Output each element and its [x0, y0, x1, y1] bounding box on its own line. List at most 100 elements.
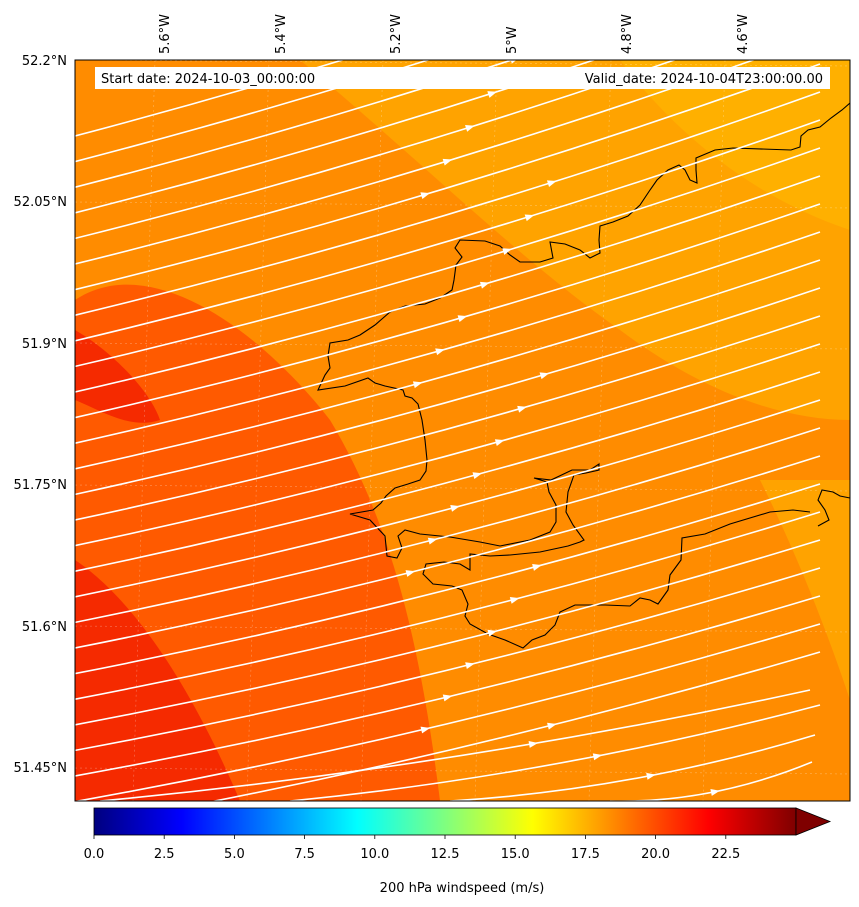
- coastline: [317, 102, 850, 649]
- longitude-labels: 5.6°W 5.4°W 5.2°W 5°W 4.8°W 4.6°W: [158, 14, 751, 54]
- lon-label: 5°W: [505, 26, 520, 54]
- streamline-arrow: [502, 248, 512, 255]
- streamline-arrow: [420, 726, 431, 734]
- latitude-labels: 52.2°N 52.05°N 51.9°N 51.75°N 51.6°N 51.…: [14, 54, 67, 776]
- streamline-arrow: [427, 537, 438, 545]
- streamline: [75, 399, 821, 598]
- streamline-arrow: [479, 281, 490, 289]
- map-frame: [74, 59, 851, 802]
- streamline-arrow: [528, 741, 539, 748]
- streamline-arrow: [710, 789, 720, 796]
- streamline: [75, 371, 821, 572]
- streamline-arrow: [532, 564, 542, 571]
- streamline-arrow: [435, 348, 445, 356]
- streamline: [75, 567, 821, 752]
- streamline: [75, 203, 821, 419]
- meridian-line: [360, 60, 384, 801]
- parallel-line: [75, 625, 850, 633]
- streamline-arrow: [517, 405, 527, 413]
- lat-label: 51.6°N: [22, 620, 67, 635]
- streamline-arrow: [487, 629, 498, 637]
- streamline: [75, 511, 821, 700]
- streamline-arrow: [487, 91, 497, 98]
- streamline: [75, 287, 821, 496]
- streamline: [99, 689, 811, 801]
- colorbar-tick-label: 22.5: [711, 847, 740, 862]
- lat-label: 52.2°N: [22, 54, 67, 69]
- lat-label: 52.05°N: [14, 195, 67, 210]
- coastline-path: [317, 102, 850, 649]
- lat-label: 51.9°N: [22, 337, 67, 352]
- parallel-line: [75, 767, 850, 775]
- colorbar-tick-label: 20.0: [641, 847, 670, 862]
- streamline-arrow: [450, 505, 460, 512]
- streamline-arrow: [539, 372, 550, 380]
- colorbar-tick-label: 10.0: [360, 847, 389, 862]
- strongest-region: [75, 330, 160, 423]
- lat-label: 51.45°N: [14, 761, 67, 776]
- meridian-line: [132, 60, 156, 801]
- parallel-line: [75, 60, 850, 67]
- streamline: [75, 60, 677, 240]
- windspeed-contours: [75, 60, 850, 801]
- streamline: [75, 60, 346, 137]
- coastline-path: [817, 489, 850, 527]
- streamline: [75, 623, 821, 801]
- streamline: [210, 651, 821, 801]
- streamline-arrow: [592, 753, 603, 761]
- colorbar-tick-label: 2.5: [154, 847, 175, 862]
- parallel-line: [75, 201, 850, 209]
- lon-label: 5.2°W: [389, 14, 404, 54]
- meridian-line: [246, 60, 270, 801]
- colorbar-tick-label: 0.0: [84, 847, 105, 862]
- streamline-arrow: [509, 597, 520, 604]
- streamline: [75, 231, 821, 444]
- streamline-arrow: [405, 34, 416, 43]
- streamline-arrow: [420, 192, 430, 200]
- streamline-arrow: [646, 772, 656, 780]
- colorbar-tick-label: 15.0: [501, 847, 530, 862]
- streamline: [75, 483, 821, 675]
- colorbar-extend-arrow: [795, 807, 832, 836]
- streamline-arrow: [405, 570, 416, 577]
- map-panel[interactable]: [75, 0, 850, 827]
- parallel-line: [75, 484, 850, 492]
- streamline: [75, 60, 431, 163]
- streamline-arrow: [494, 439, 505, 446]
- colorbar-body: [93, 807, 797, 836]
- strongest-region: [75, 560, 240, 801]
- streamline: [449, 734, 816, 801]
- streamline: [75, 539, 821, 726]
- streamline-arrow: [546, 180, 557, 188]
- streamline: [75, 455, 821, 649]
- streamline-arrow: [457, 315, 468, 322]
- streamline-arrow: [442, 158, 453, 166]
- streamline-arrow: [547, 722, 557, 730]
- streamline: [75, 60, 597, 214]
- streamline-arrow: [472, 472, 483, 480]
- streamline: [75, 259, 821, 470]
- meridian-line: [588, 60, 612, 801]
- lon-label: 4.8°W: [620, 14, 635, 54]
- streamline-arrow: [465, 662, 475, 670]
- streamline-arrow: [465, 125, 475, 132]
- colorbar-tick-label: 12.5: [431, 847, 460, 862]
- meridian-line: [474, 60, 498, 801]
- lon-label: 5.4°W: [274, 14, 289, 54]
- streamline: [289, 704, 821, 801]
- header-box: [95, 67, 830, 89]
- colorbar-tick-label: 5.0: [224, 847, 245, 862]
- streamline: [75, 315, 821, 521]
- valid-date-label: Valid_date: 2024-10-04T23:00:00.00: [585, 72, 823, 87]
- streamline-arrow: [442, 694, 453, 702]
- lon-label: 4.6°W: [736, 14, 751, 54]
- streamline-arrow: [524, 214, 535, 222]
- weaker-region: [760, 480, 850, 700]
- colorbar-label: 200 hPa windspeed (m/s): [380, 881, 545, 896]
- meridian-line: [702, 60, 726, 801]
- streamline: [75, 119, 821, 342]
- lat-label: 51.75°N: [14, 478, 67, 493]
- streamline: [75, 147, 821, 368]
- streamline: [75, 343, 821, 547]
